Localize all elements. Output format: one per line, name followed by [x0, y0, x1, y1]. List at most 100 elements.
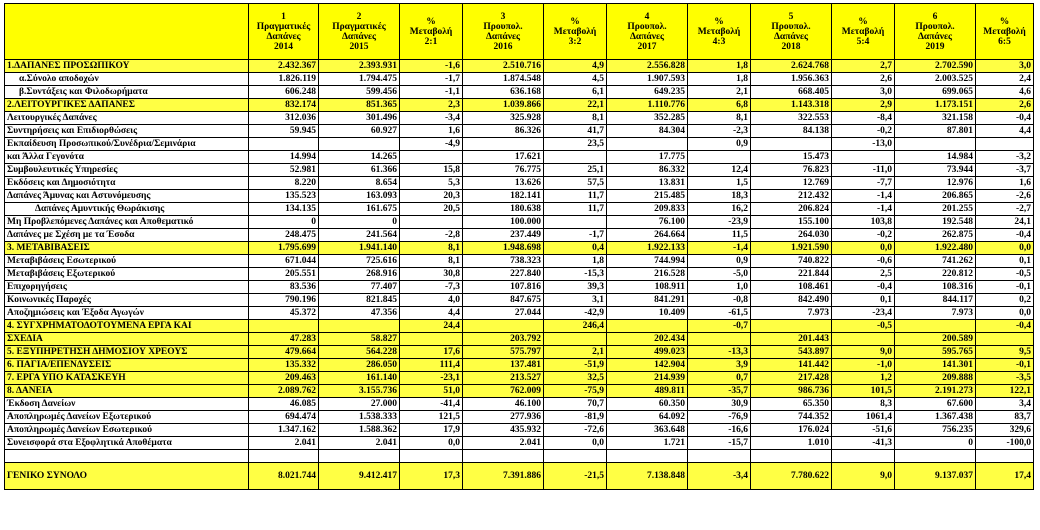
value-cell [894, 319, 976, 333]
value-cell: 790.196 [248, 293, 319, 307]
value-cell: 7.973 [894, 306, 976, 320]
value-cell: 0,0 [399, 436, 463, 450]
value-cell: 16,2 [687, 202, 751, 216]
row-label: 8. ΔΑΝΕΙΑ [4, 384, 249, 398]
row-label: Μεταβιβάσεις Εσωτερικού [4, 254, 249, 268]
value-cell: -0,7 [687, 319, 751, 333]
row-label: 5. ΕΞΥΠΗΡΕΤΗΣΗ ΔΗΜΟΣΙΟΥ ΧΡΕΟΥΣ [4, 345, 249, 359]
value-cell: 1,5 [687, 176, 751, 190]
value-cell: -0,1 [975, 358, 1034, 372]
value-cell: 649.235 [606, 85, 688, 99]
value-cell: 9,5 [975, 345, 1034, 359]
value-cell: 46.085 [248, 397, 319, 411]
value-cell: 1.922.480 [894, 241, 976, 255]
value-cell: 67.600 [894, 397, 976, 411]
column-header: 1 Πραγματικές Δαπάνες 2014 [248, 3, 319, 60]
value-cell: 668.405 [750, 85, 832, 99]
value-cell: 7.973 [750, 306, 832, 320]
value-cell: 1.721 [606, 436, 688, 450]
value-cell [399, 150, 463, 164]
value-cell: 14.984 [894, 150, 976, 164]
value-cell [894, 137, 976, 151]
value-cell: -1,0 [831, 358, 895, 372]
value-cell: 60.350 [606, 397, 688, 411]
value-cell: 182.141 [462, 189, 544, 203]
value-cell: 237.449 [462, 228, 544, 242]
table-row: Αποπληρωμές Δανείων Εξωτερικού 694.474 1.5… [4, 410, 1034, 424]
value-cell: 986.736 [750, 384, 832, 398]
value-cell [750, 137, 832, 151]
column-header: 2 Πραγματικές Δαπάνες 2015 [318, 3, 400, 60]
value-cell: 83,7 [975, 410, 1034, 424]
section-row: 4. ΣΥΓΧΡΗΜΑΤΟΔΟΤΟΥΜΕΝΑ ΕΡΓΑ ΚΑΙ 24,4 246,4… [4, 319, 1034, 333]
value-cell: 215.485 [606, 189, 688, 203]
value-cell: 2.089.762 [248, 384, 319, 398]
value-cell: 51,0 [399, 384, 463, 398]
value-cell [399, 215, 463, 229]
value-cell: 73.944 [894, 163, 976, 177]
row-label: Έκδοση Δανείων [4, 397, 249, 411]
row-label: Μη Προβλεπόμενες Δαπάνες και Αποθεματικό [4, 215, 249, 229]
value-cell: 24,4 [399, 319, 463, 333]
value-cell: 11,7 [543, 189, 607, 203]
value-cell [543, 332, 607, 346]
value-cell: -0,1 [975, 280, 1034, 294]
value-cell: -7,7 [831, 176, 895, 190]
value-cell: 4,4 [399, 306, 463, 320]
table-row: Αποπληρωμές Δανείων Εσωτερικού 1.347.162 1… [4, 423, 1034, 437]
value-cell: 2.041 [248, 436, 319, 450]
table-row: Αποζημιώσεις και Έξοδα Αγωγών 45.372 47.35… [4, 306, 1034, 320]
value-cell: 15,8 [399, 163, 463, 177]
value-cell: 740.822 [750, 254, 832, 268]
value-cell: 1.143.318 [750, 98, 832, 112]
value-cell: -15,3 [543, 267, 607, 281]
value-cell: 2,5 [831, 267, 895, 281]
value-cell: 59.945 [248, 124, 319, 138]
row-label: Μεταβιβάσεις Εξωτερικού [4, 267, 249, 281]
value-cell: 1.921.590 [750, 241, 832, 255]
table-row: Μεταβιβάσεις Εσωτερικού 671.044 725.616 8,1… [4, 254, 1034, 268]
value-cell: 83.536 [248, 280, 319, 294]
value-cell: 201.255 [894, 202, 976, 216]
value-cell [750, 319, 832, 333]
value-cell: 2,6 [975, 98, 1034, 112]
value-cell: 8,1 [399, 241, 463, 255]
value-cell: 209.833 [606, 202, 688, 216]
row-label: Αποζημιώσεις και Έξοδα Αγωγών [4, 306, 249, 320]
value-cell: 286.050 [318, 358, 400, 372]
value-cell: 135.332 [248, 358, 319, 372]
value-cell: 2.702.590 [894, 59, 976, 73]
value-cell: 1.110.776 [606, 98, 688, 112]
value-cell: 108.316 [894, 280, 976, 294]
value-cell: 3,0 [831, 85, 895, 99]
value-cell: 0,0 [975, 306, 1034, 320]
column-header: % Μεταβολή 2:1 [399, 3, 463, 60]
value-cell: 41,7 [543, 124, 607, 138]
value-cell: 11,5 [687, 228, 751, 242]
value-cell: 1.956.363 [750, 72, 832, 86]
value-cell: 4,0 [399, 293, 463, 307]
table-row: Δαπάνες Αμυντικής Θωράκισης 134.135 161.67… [4, 202, 1034, 216]
value-cell: 599.456 [318, 85, 400, 99]
value-cell: 2,3 [399, 98, 463, 112]
table-row: Μη Προβλεπόμενες Δαπάνες και Αποθεματικό… [4, 215, 1034, 229]
value-cell: 4,6 [975, 85, 1034, 99]
value-cell: 636.168 [462, 85, 544, 99]
value-cell: 17.621 [462, 150, 544, 164]
value-cell: 200.589 [894, 332, 976, 346]
value-cell: 479.664 [248, 345, 319, 359]
row-label: Δαπάνες Αμυντικής Θωράκισης [4, 202, 249, 216]
table-row: Δαπάνες Άμυνας και Αστυνόμευσης 135.523 16… [4, 189, 1034, 203]
value-cell: 8.220 [248, 176, 319, 190]
value-cell: 46.100 [462, 397, 544, 411]
value-cell: 13.626 [462, 176, 544, 190]
value-cell: 84.138 [750, 124, 832, 138]
value-cell: 1.173.151 [894, 98, 976, 112]
value-cell: -1,7 [543, 228, 607, 242]
value-cell: 61.366 [318, 163, 400, 177]
value-cell: -2,7 [975, 202, 1034, 216]
row-label: Αποπληρωμές Δανείων Εσωτερικού [4, 423, 249, 437]
value-cell: -100,0 [975, 436, 1034, 450]
value-cell: -35,7 [687, 384, 751, 398]
value-cell: 1.922.133 [606, 241, 688, 255]
